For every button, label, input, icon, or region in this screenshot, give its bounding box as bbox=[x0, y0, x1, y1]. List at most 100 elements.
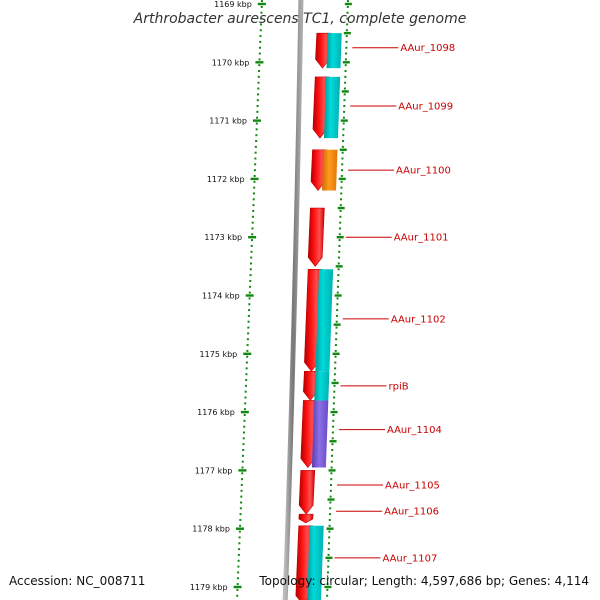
ruler-dot bbox=[240, 495, 243, 498]
ruler-dot bbox=[336, 303, 339, 306]
ruler-dot bbox=[326, 588, 329, 591]
cds-block-cyan[interactable] bbox=[323, 76, 341, 139]
ruler-dot bbox=[237, 565, 240, 568]
ruler-dot bbox=[329, 495, 332, 498]
gene-labels: AAur_1098 AAur_1099 AAur_1100 AAur_1101 AAur… bbox=[334, 43, 455, 564]
ruler-dot bbox=[345, 46, 348, 49]
ruler-dot bbox=[344, 75, 347, 78]
ruler-dot bbox=[336, 285, 339, 288]
ruler-dot bbox=[329, 513, 332, 516]
ruler-dot bbox=[337, 274, 340, 277]
ruler-tick bbox=[255, 61, 264, 64]
gene-label[interactable]: AAur_1098 bbox=[400, 43, 455, 54]
ruler-dot bbox=[240, 489, 243, 492]
ruler-dot bbox=[247, 320, 250, 323]
ruler-dot bbox=[258, 52, 261, 55]
ruler-dot bbox=[241, 466, 244, 469]
ruler-tick-half bbox=[335, 265, 343, 268]
ruler-dot bbox=[330, 472, 333, 475]
ruler-dot bbox=[339, 227, 342, 230]
ruler-dot bbox=[249, 274, 252, 277]
gene-label[interactable]: AAur_1099 bbox=[398, 102, 453, 113]
ruler-dot bbox=[254, 151, 257, 154]
ruler-dot bbox=[239, 513, 242, 516]
ruler-dot bbox=[340, 198, 343, 201]
gene-arrow[interactable] bbox=[307, 207, 325, 267]
ruler-tick bbox=[342, 61, 350, 64]
ruler-dot bbox=[249, 268, 252, 271]
cds-block-cyan[interactable] bbox=[315, 269, 334, 372]
ruler-dot bbox=[339, 221, 342, 224]
ruler-dot bbox=[330, 460, 333, 463]
ruler-dot bbox=[248, 297, 251, 300]
ruler-dot bbox=[250, 250, 253, 253]
ruler-dot bbox=[343, 110, 346, 113]
ruler-dot bbox=[326, 583, 329, 586]
ruler-dot bbox=[250, 239, 253, 242]
ruler-dot bbox=[343, 105, 346, 108]
ruler-dot bbox=[340, 180, 343, 183]
ruler-dot bbox=[339, 215, 342, 218]
gene-label[interactable]: AAur_1106 bbox=[384, 507, 439, 518]
ruler-dot bbox=[338, 244, 341, 247]
ruler-dot bbox=[238, 530, 241, 533]
gene-label[interactable]: AAur_1102 bbox=[391, 314, 446, 325]
ruler-dot bbox=[246, 349, 249, 352]
ruler-tick bbox=[324, 585, 332, 589]
cds-block-purple[interactable] bbox=[311, 400, 329, 468]
ruler-dot bbox=[332, 414, 335, 417]
ruler-tick-half bbox=[333, 323, 341, 326]
gene-label[interactable]: rpiB bbox=[388, 381, 408, 392]
kbp-tick-label: 1172 kbp bbox=[207, 175, 245, 184]
ruler-dot bbox=[338, 239, 341, 242]
cds-block-orange[interactable] bbox=[322, 149, 338, 191]
ruler-dot bbox=[250, 262, 253, 265]
ruler-dot bbox=[236, 594, 239, 597]
ruler-dot bbox=[258, 64, 261, 67]
ruler-dot bbox=[327, 559, 330, 562]
ruler-dot bbox=[239, 524, 242, 527]
genome-backbone bbox=[282, 0, 304, 600]
ruler-dot bbox=[242, 448, 245, 451]
gene-label[interactable]: AAur_1101 bbox=[394, 233, 449, 244]
ruler-dot bbox=[254, 145, 257, 148]
gene-label[interactable]: AAur_1107 bbox=[382, 553, 437, 564]
ruler-dot bbox=[327, 548, 330, 551]
ruler-dot bbox=[259, 40, 262, 43]
ruler-dot bbox=[260, 0, 263, 3]
kbp-tick-label: 1176 kbp bbox=[197, 408, 235, 417]
ruler-dot bbox=[327, 542, 330, 545]
ruler-dot bbox=[256, 116, 259, 119]
kbp-tick-label: 1173 kbp bbox=[204, 233, 242, 242]
gene-label[interactable]: AAur_1104 bbox=[387, 425, 442, 436]
cds-block-cyan[interactable] bbox=[326, 33, 342, 69]
ruler-dot bbox=[346, 17, 349, 20]
gene-arrow[interactable] bbox=[298, 470, 316, 515]
ruler-dot bbox=[343, 93, 346, 96]
ruler-tick bbox=[250, 177, 259, 181]
ruler-dot bbox=[247, 314, 250, 317]
ruler-tick bbox=[248, 236, 257, 239]
ruler-dot bbox=[259, 23, 262, 26]
ruler-dot bbox=[260, 17, 263, 20]
ruler-dot bbox=[340, 174, 343, 177]
ruler-dot bbox=[249, 285, 252, 288]
ruler-dot bbox=[332, 425, 335, 428]
ruler-dot bbox=[329, 489, 332, 492]
ruler-dot bbox=[236, 583, 239, 586]
gene-label[interactable]: AAur_1100 bbox=[396, 166, 451, 177]
cds-block-cyan[interactable] bbox=[306, 525, 324, 600]
ruler-dot bbox=[327, 553, 330, 556]
ruler-dot bbox=[254, 157, 257, 160]
cds-block-cyan[interactable] bbox=[314, 371, 330, 401]
ruler-dot bbox=[342, 128, 345, 131]
gene-arrow[interactable] bbox=[298, 513, 314, 524]
ruler-dot bbox=[243, 419, 246, 422]
ruler-dot bbox=[344, 64, 347, 67]
ruler-dot bbox=[326, 577, 329, 580]
ruler-dot bbox=[340, 192, 343, 195]
gene-label[interactable]: AAur_1105 bbox=[385, 480, 440, 491]
ruler-dot bbox=[248, 303, 251, 306]
ruler-dot bbox=[326, 594, 329, 597]
ruler-tick bbox=[326, 527, 334, 530]
